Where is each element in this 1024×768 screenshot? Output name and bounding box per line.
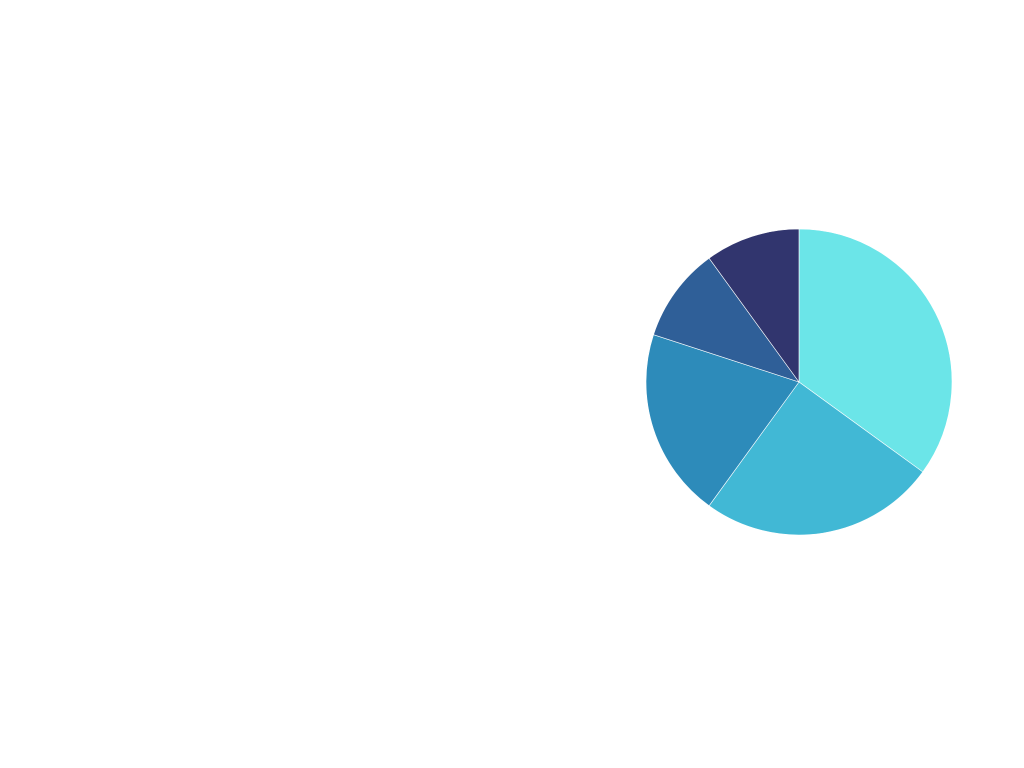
pie-slice-3 xyxy=(645,334,800,507)
pie-slice-4 xyxy=(653,257,800,383)
pie-slices-group xyxy=(645,228,953,536)
pie-slice-5 xyxy=(708,228,800,383)
pie-slice-1 xyxy=(798,228,953,473)
pie-slice-2 xyxy=(708,381,924,536)
